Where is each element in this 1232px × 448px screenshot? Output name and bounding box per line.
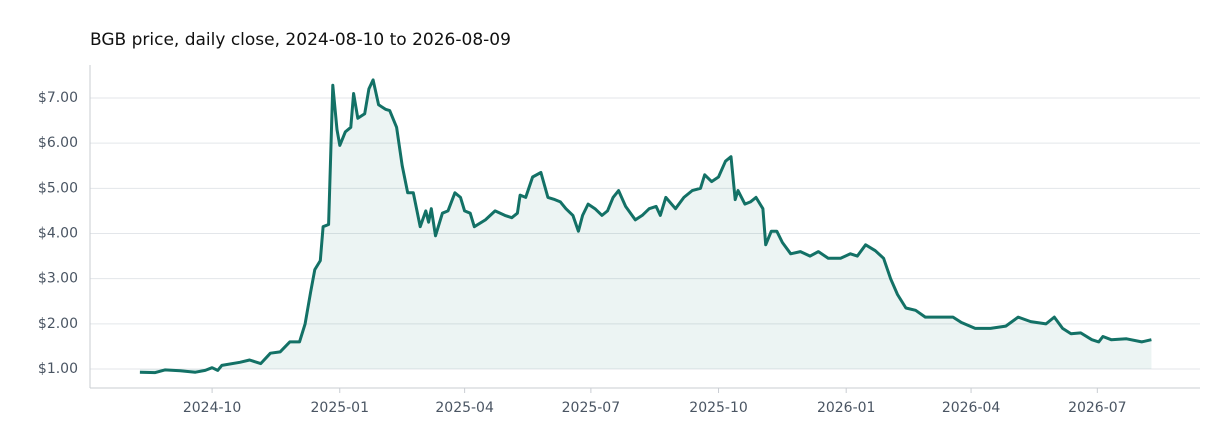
x-tick-label: 2026-04 bbox=[942, 400, 1001, 416]
x-tick-label: 2026-07 bbox=[1068, 400, 1127, 416]
y-tick-label: $2.00 bbox=[38, 316, 78, 332]
x-tick-label: 2025-01 bbox=[311, 400, 370, 416]
y-tick-label: $1.00 bbox=[38, 361, 78, 377]
x-tick-label: 2025-04 bbox=[435, 400, 494, 416]
x-tick-label: 2025-10 bbox=[689, 400, 748, 416]
x-tick-label: 2024-10 bbox=[183, 400, 242, 416]
x-tick-label: 2025-07 bbox=[562, 400, 621, 416]
y-tick-label: $3.00 bbox=[38, 271, 78, 287]
y-tick-label: $7.00 bbox=[38, 90, 78, 106]
chart-title: BGB price, daily close, 2024-08-10 to 20… bbox=[90, 30, 511, 50]
area bbox=[139, 79, 1152, 373]
y-tick-label: $4.00 bbox=[38, 226, 78, 242]
x-tick-label: 2026-01 bbox=[817, 400, 876, 416]
y-tick-label: $6.00 bbox=[38, 135, 78, 151]
y-tick-label: $5.00 bbox=[38, 180, 78, 196]
line bbox=[139, 78, 1152, 375]
